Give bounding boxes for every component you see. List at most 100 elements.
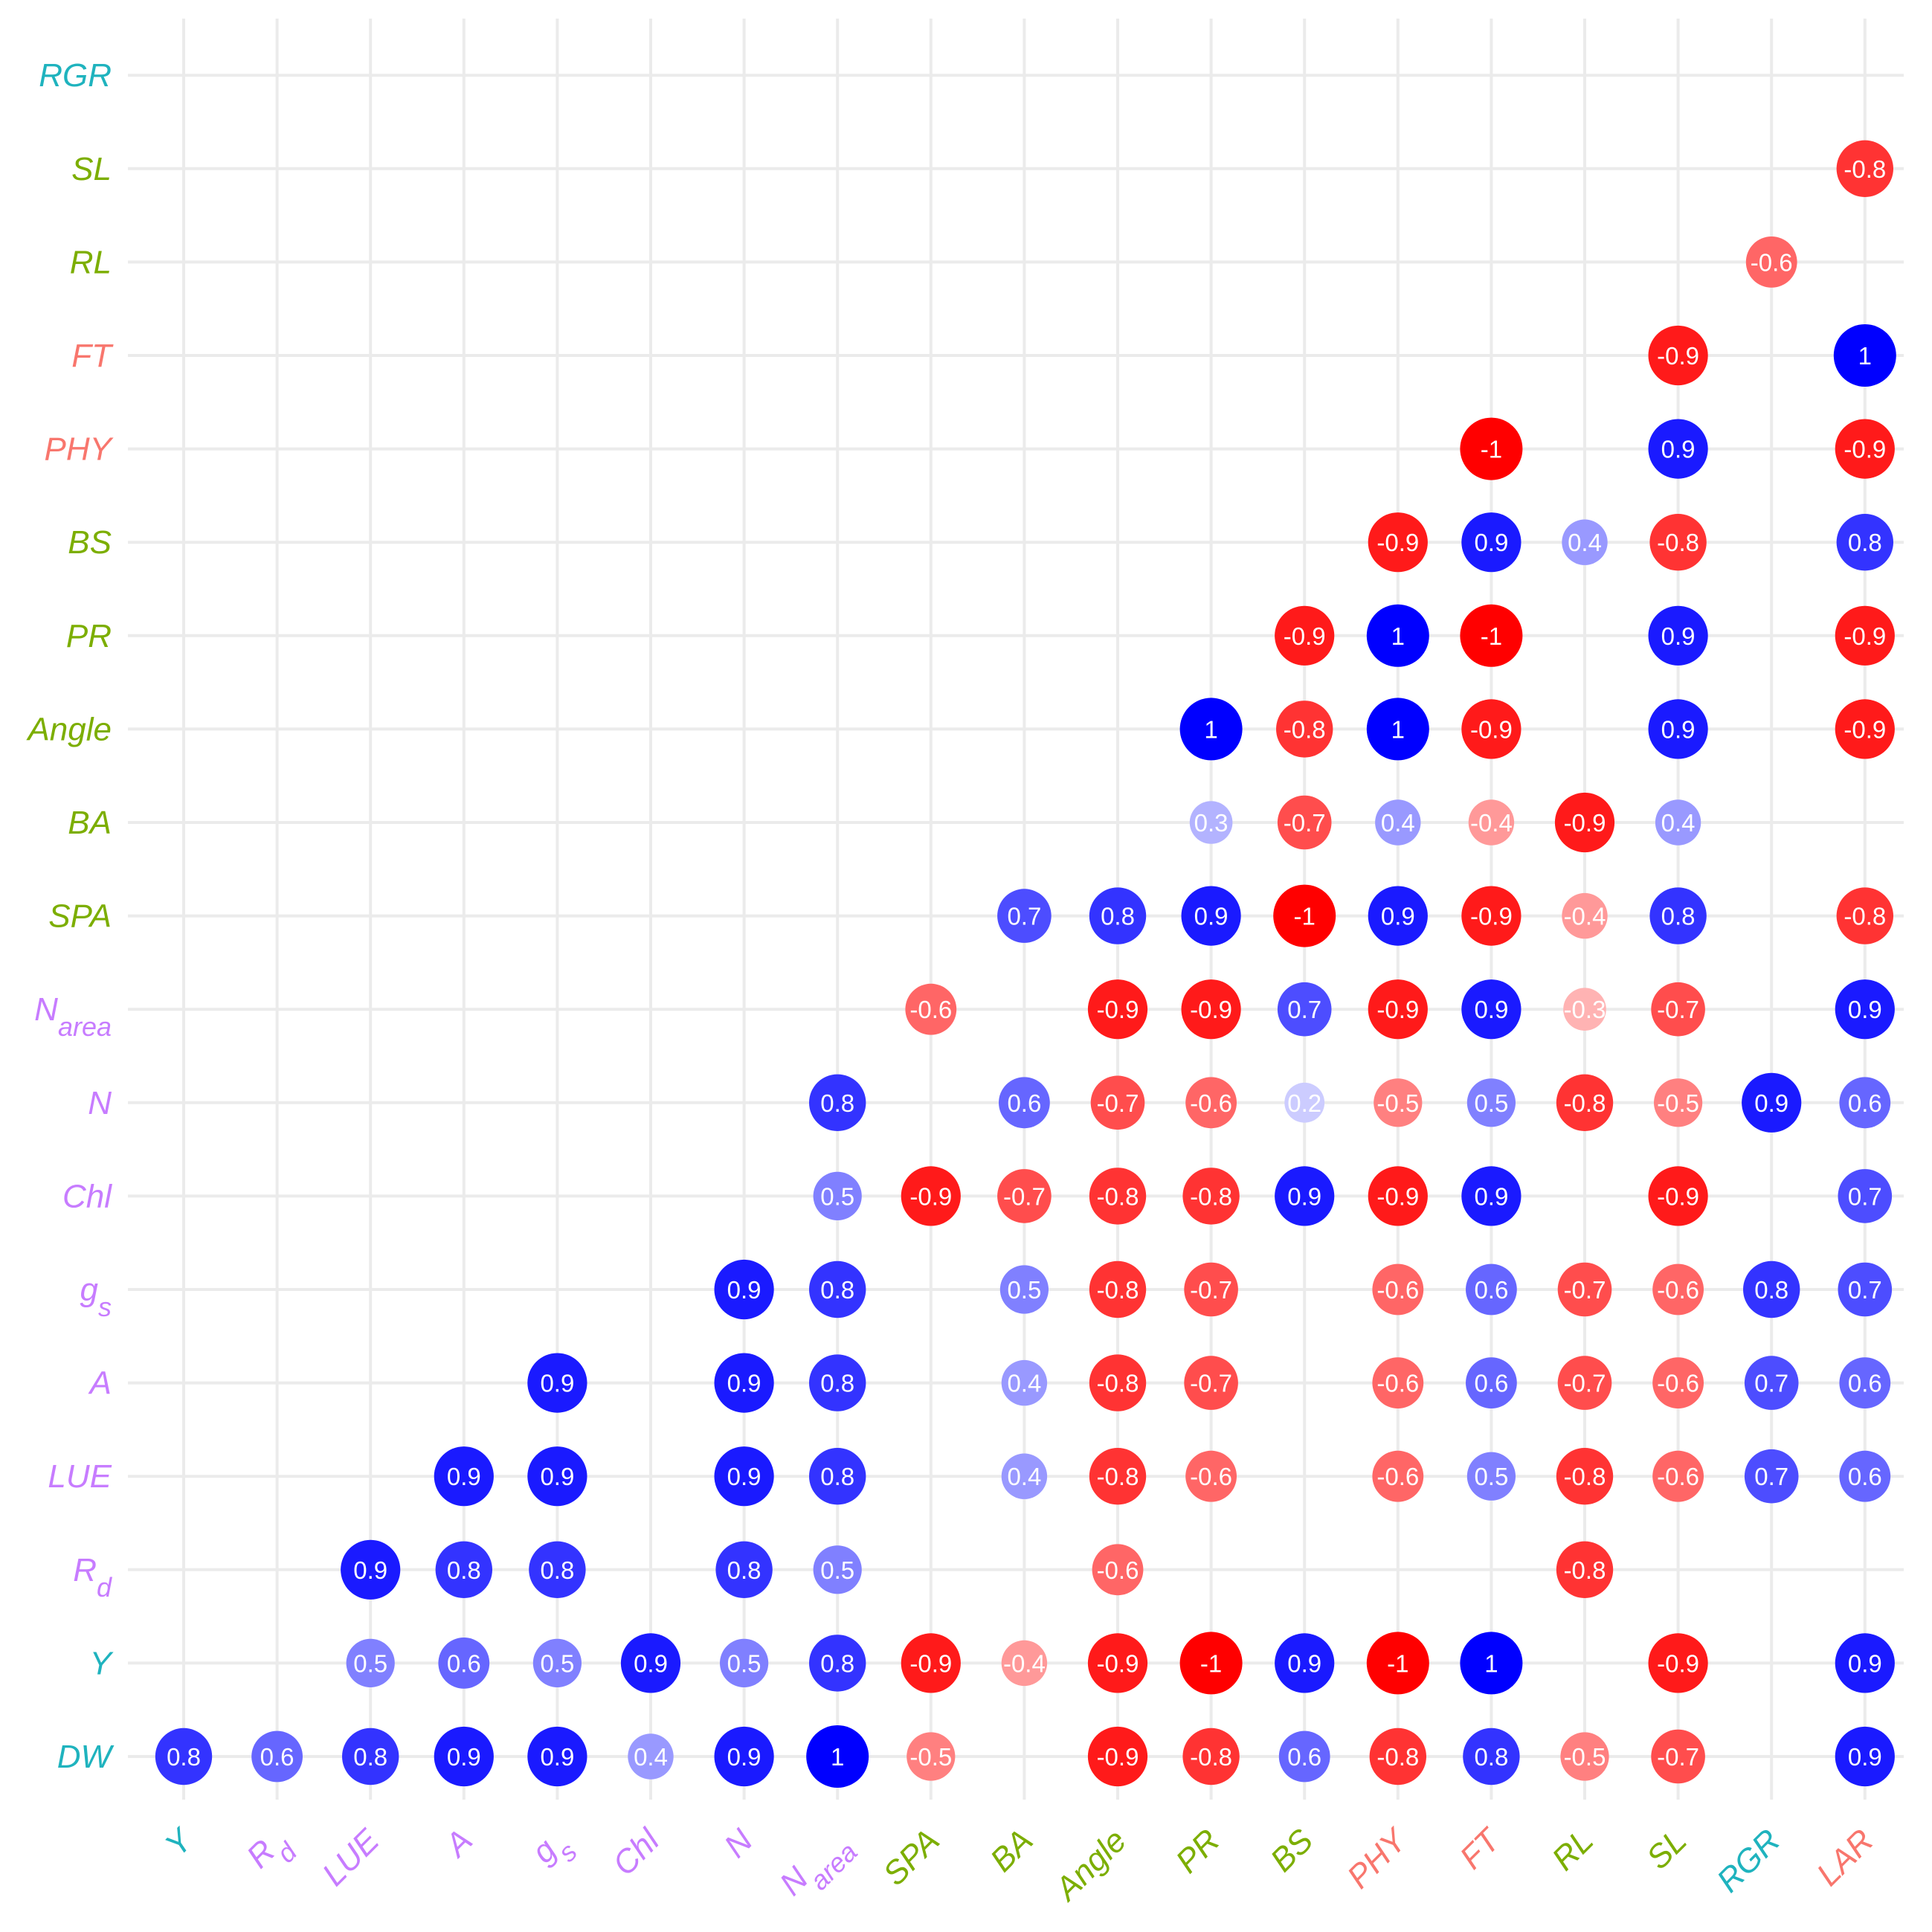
cell-marker (1557, 1356, 1612, 1410)
cell-BA-SL: 0.4 (1655, 799, 1701, 846)
cell-marker (434, 1726, 494, 1787)
cell-value-label: -1 (1481, 436, 1502, 463)
cell-value-label: 0.4 (1007, 1370, 1041, 1397)
cell-value-label: 0.8 (820, 1370, 854, 1397)
cell-Y-gs: 0.5 (532, 1638, 582, 1687)
cell-value-label: -0.7 (1564, 1276, 1606, 1304)
cell-value-label: -0.6 (1657, 1276, 1699, 1304)
cell-marker (1648, 1633, 1708, 1693)
x-label-PHY: PHY (1340, 1821, 1414, 1896)
cell-marker (809, 1354, 866, 1411)
cell-value-label: 0.6 (1474, 1276, 1508, 1304)
cell-marker (1466, 1263, 1517, 1316)
cell-PHY-FT: -1 (1460, 417, 1523, 480)
cell-Chl-Narea: 0.5 (813, 1171, 862, 1220)
cell-BA-BS: -0.7 (1277, 795, 1332, 850)
cell-value-label: 1 (1391, 622, 1405, 650)
cell-LUE-RGR: 0.7 (1744, 1449, 1799, 1504)
cell-value-label: 0.9 (1287, 1649, 1321, 1677)
cell-value-label: 0.9 (540, 1743, 574, 1771)
cell-DW-Chl: 0.4 (628, 1733, 674, 1780)
cell-Y-PHY: -1 (1366, 1632, 1429, 1695)
cell-marker (1648, 419, 1708, 479)
cell-marker (1368, 979, 1428, 1040)
cell-N-SL: -0.5 (1654, 1078, 1703, 1127)
cell-value-label: -0.9 (1844, 436, 1886, 463)
cell-Narea-SL: -0.7 (1651, 982, 1705, 1037)
cell-value-label: -0.7 (1564, 1370, 1606, 1397)
cell-A-BA: 0.4 (1001, 1359, 1048, 1406)
cell-marker (1089, 1354, 1147, 1411)
cell-value-label: -0.8 (1190, 1743, 1232, 1771)
cell-value-label: -0.8 (1097, 1370, 1139, 1397)
cell-PR-FT: -1 (1460, 604, 1523, 667)
x-label-SL: SL (1640, 1822, 1694, 1876)
cell-Rd-Narea: 0.5 (813, 1545, 862, 1594)
cell-marker (714, 1726, 774, 1787)
cell-Rd-gs: 0.8 (529, 1541, 586, 1598)
cell-marker (1284, 1082, 1325, 1123)
cell-SPA-SL: 0.8 (1649, 887, 1707, 944)
x-label-LUE: LUE (315, 1822, 387, 1893)
cell-value-label: 0.2 (1287, 1089, 1321, 1117)
cell-value-label: 0.8 (540, 1556, 574, 1584)
cell-value-label: 0.9 (353, 1556, 387, 1584)
cell-value-label: 0.9 (1848, 1649, 1882, 1677)
cell-value-label: 0.5 (1474, 1089, 1508, 1117)
cell-value-label: 0.9 (1848, 996, 1882, 1023)
cell-Y-Angle: -0.9 (1087, 1633, 1148, 1693)
cell-N-PR: -0.6 (1185, 1077, 1237, 1129)
cell-value-label: -0.7 (1657, 1743, 1699, 1771)
cell-Y-SL: -0.9 (1648, 1633, 1708, 1693)
cell-SPA-BS: -1 (1273, 884, 1336, 947)
cell-value-label: 0.6 (1007, 1089, 1041, 1117)
cell-marker (1836, 514, 1893, 571)
cell-marker (1181, 979, 1241, 1040)
cell-value-label: -0.6 (1190, 1089, 1232, 1117)
cell-value-label: -0.9 (1844, 715, 1886, 743)
cell-value-label: -0.7 (1190, 1370, 1232, 1397)
cell-marker (438, 1638, 490, 1689)
cell-LUE-A: 0.9 (434, 1446, 494, 1507)
cell-value-label: -0.6 (1657, 1463, 1699, 1490)
cell-value-label: 1 (831, 1743, 844, 1771)
cell-value-label: 0.9 (1287, 1182, 1321, 1210)
cell-value-label: 0.6 (260, 1743, 294, 1771)
cell-DW-PR: -0.8 (1182, 1727, 1240, 1786)
cell-marker (1651, 1729, 1705, 1784)
cell-value-label: -0.8 (1564, 1463, 1606, 1490)
cell-value-label: 0.4 (1568, 529, 1602, 556)
cell-A-RGR: 0.7 (1744, 1356, 1799, 1410)
cell-marker (1182, 1168, 1240, 1225)
cell-A-LAR: 0.6 (1839, 1357, 1891, 1408)
cell-marker (1273, 884, 1336, 947)
cell-Narea-PR: -0.9 (1181, 979, 1241, 1040)
cell-BS-FT: 0.9 (1461, 512, 1522, 573)
cell-value-label: -0.9 (1844, 622, 1886, 650)
cell-marker (1185, 1450, 1237, 1502)
cell-marker (527, 1726, 587, 1787)
cell-marker (720, 1638, 769, 1687)
cell-value-label: -0.5 (1657, 1089, 1699, 1117)
cell-SPA-PR: 0.9 (1181, 886, 1241, 946)
cell-Narea-RL: -0.3 (1563, 988, 1606, 1031)
cell-value-label: -0.8 (1284, 715, 1326, 743)
cell-Y-N: 0.5 (720, 1638, 769, 1687)
cell-value-label: -0.3 (1564, 996, 1606, 1023)
cell-marker (628, 1733, 674, 1780)
cell-marker (1368, 1166, 1428, 1226)
cell-SPA-Angle: 0.8 (1089, 887, 1147, 944)
cell-value-label: 0.8 (353, 1743, 387, 1771)
cell-Rd-RL: -0.8 (1556, 1541, 1614, 1598)
cell-value-label: 0.9 (447, 1743, 481, 1771)
cell-PHY-SL: 0.9 (1648, 419, 1708, 479)
cell-value-label: 0.8 (1474, 1743, 1508, 1771)
cell-marker (806, 1725, 869, 1788)
cell-marker (1466, 1452, 1516, 1501)
cell-A-Narea: 0.8 (809, 1354, 866, 1411)
cell-Angle-PHY: 1 (1366, 698, 1429, 761)
cell-gs-SL: -0.6 (1652, 1263, 1704, 1316)
cell-marker (1556, 1074, 1614, 1132)
cell-marker (1090, 1075, 1145, 1130)
cell-marker (1460, 417, 1523, 480)
